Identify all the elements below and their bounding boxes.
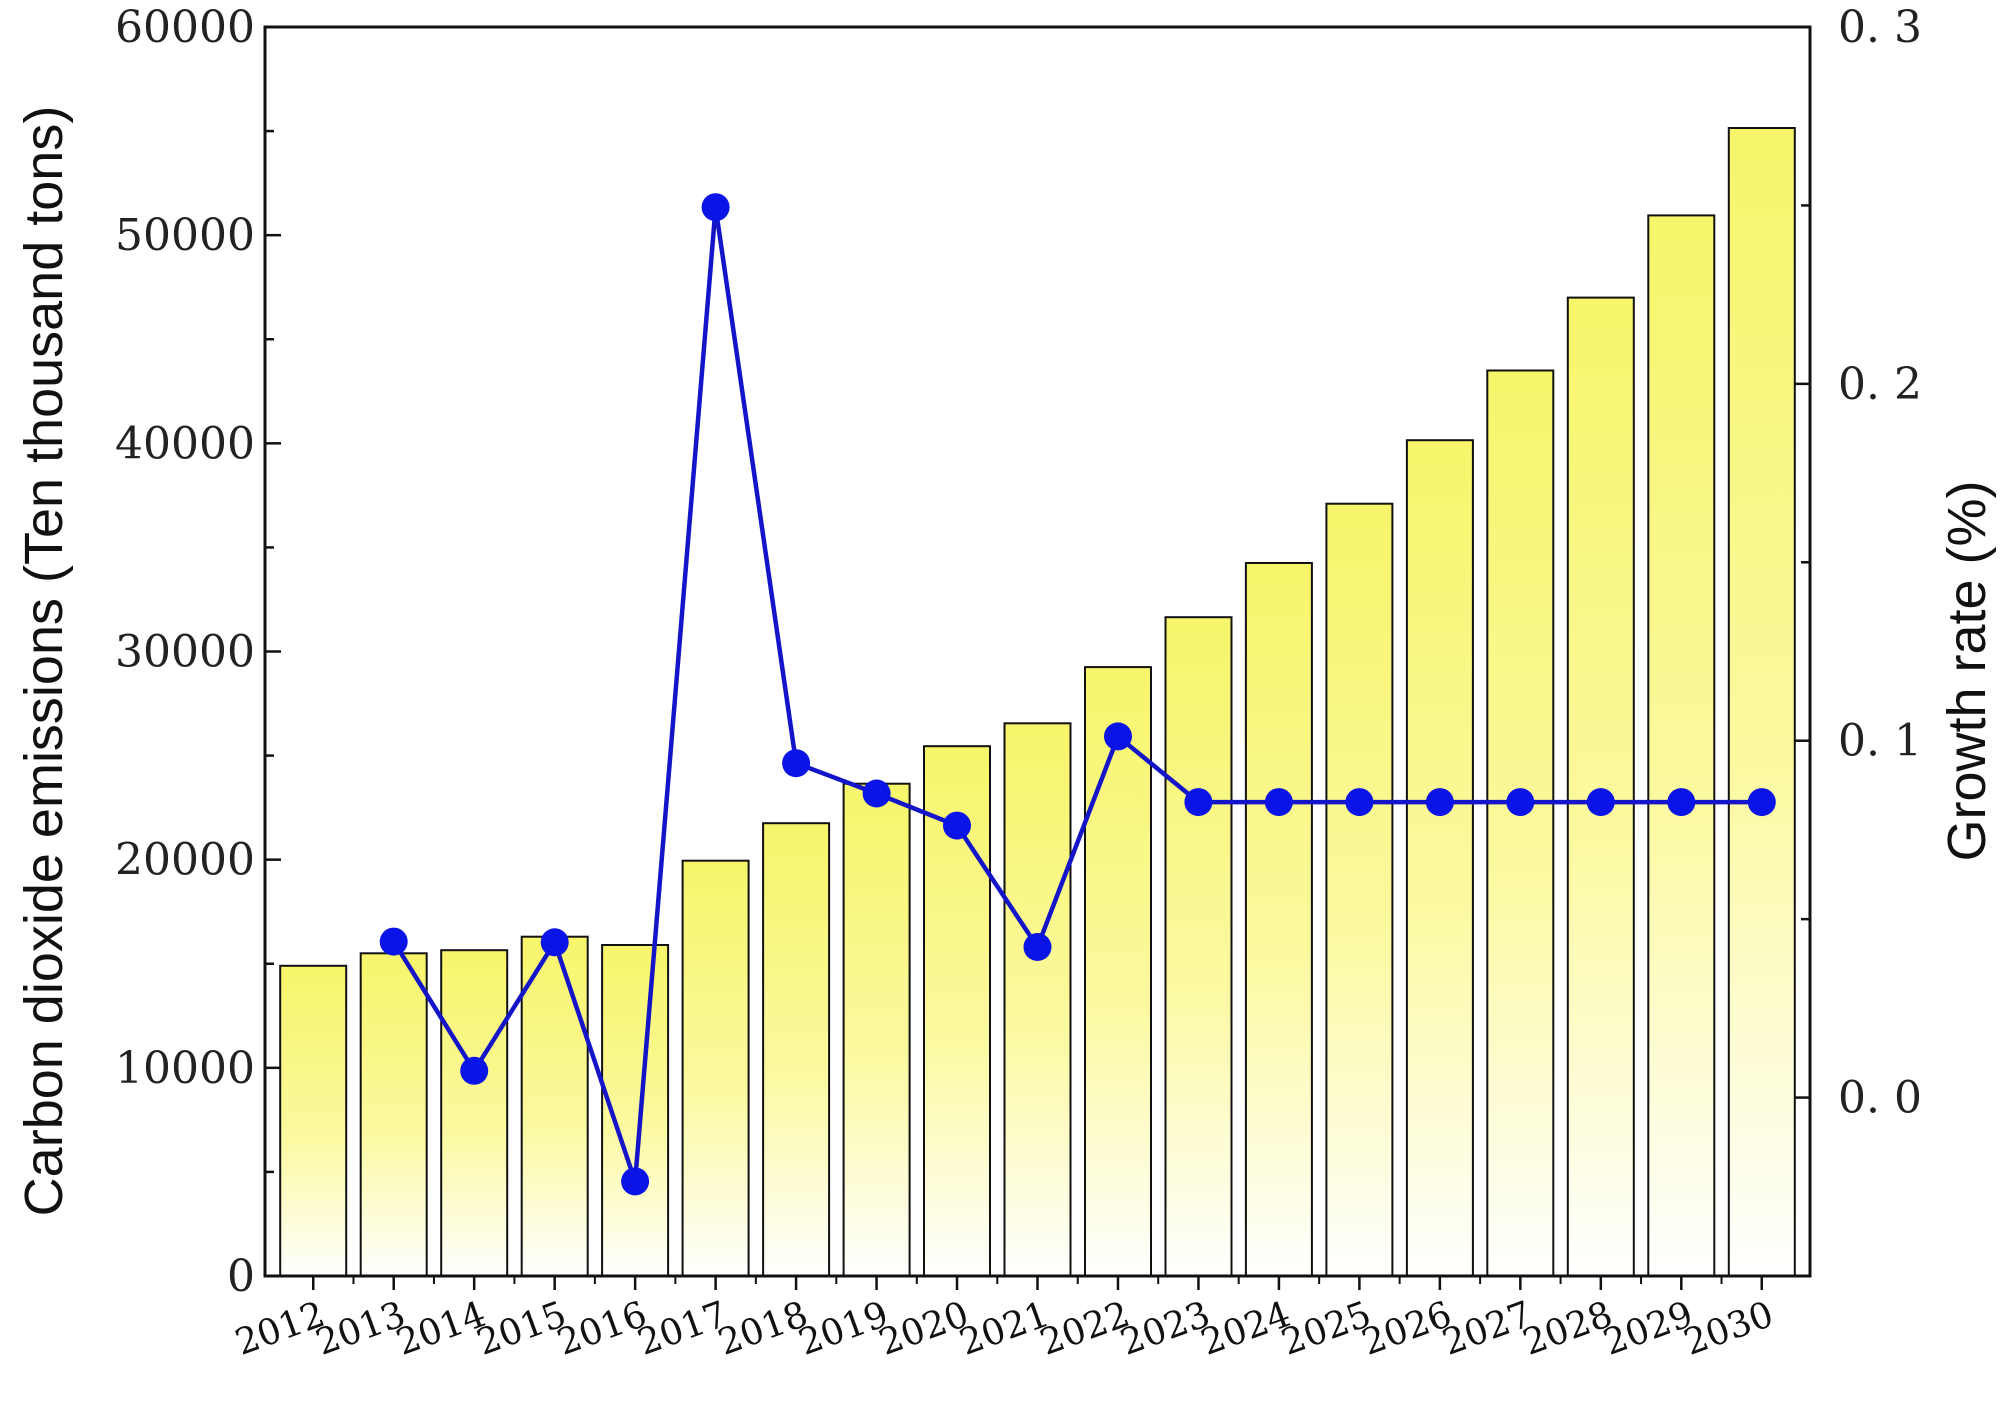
- y2-tick-label-0.1: 0. 1: [1838, 716, 1922, 767]
- bar-2015: [520, 935, 589, 1277]
- y-tick-label-20000: 20000: [115, 835, 255, 886]
- bar-2027: [1486, 369, 1555, 1277]
- growth-point-2019: [862, 779, 891, 808]
- growth-point-2025: [1345, 788, 1374, 817]
- bar-2018: [762, 822, 831, 1277]
- growth-line-layer: [379, 193, 1776, 1196]
- growth-point-2029: [1667, 788, 1696, 817]
- growth-point-2018: [782, 749, 811, 778]
- growth-rate-line: [391, 204, 1762, 1184]
- growth-point-2015: [540, 928, 569, 957]
- y-tick-label-50000: 50000: [115, 210, 255, 261]
- y-axis-title: Carbon dioxide emissions (Ten thousand t…: [14, 106, 74, 1217]
- growth-point-2013: [379, 927, 408, 956]
- growth-point-2024: [1264, 788, 1293, 817]
- bar-2026: [1405, 439, 1474, 1277]
- growth-point-2017: [701, 193, 730, 222]
- bar-2017: [681, 859, 750, 1277]
- bar-2012: [279, 964, 348, 1277]
- bar-2022: [1084, 666, 1152, 1277]
- bar-2025: [1325, 502, 1394, 1277]
- bar-2029: [1647, 214, 1716, 1277]
- growth-point-2030: [1747, 788, 1776, 817]
- y2-tick-label-0.2: 0. 2: [1838, 359, 1922, 410]
- bar-2028: [1566, 296, 1635, 1278]
- growth-point-2022: [1104, 722, 1132, 751]
- y-tick-label-60000: 60000: [115, 2, 255, 53]
- growth-point-2028: [1586, 788, 1615, 817]
- bar-2014: [440, 949, 509, 1277]
- y2-tick-label-0.0: 0. 0: [1838, 1073, 1922, 1124]
- y-tick-label-10000: 10000: [115, 1043, 255, 1094]
- bars-layer: [279, 127, 1796, 1278]
- growth-point-2021: [1023, 933, 1052, 961]
- bar-2019: [842, 782, 911, 1277]
- y-tick-label-40000: 40000: [115, 418, 255, 469]
- growth-point-2014: [460, 1056, 489, 1085]
- bar-2024: [1244, 562, 1313, 1277]
- y-tick-label-0: 0: [227, 1251, 255, 1302]
- growth-point-2016: [621, 1167, 650, 1196]
- y-tick-label-30000: 30000: [115, 627, 255, 678]
- bar-2030: [1727, 127, 1796, 1277]
- bar-2023: [1164, 616, 1233, 1277]
- growth-point-2026: [1425, 788, 1454, 817]
- growth-point-2023: [1184, 788, 1213, 817]
- y2-tick-label-0.3: 0. 3: [1838, 2, 1922, 53]
- y2-axis-title: Growth rate (%): [1937, 480, 1997, 861]
- bar-2013: [359, 952, 428, 1277]
- growth-point-2027: [1506, 788, 1535, 817]
- growth-point-2020: [943, 811, 971, 840]
- bar-2021: [1003, 722, 1072, 1277]
- x-tick-label-2030: 2030: [1679, 1294, 1779, 1364]
